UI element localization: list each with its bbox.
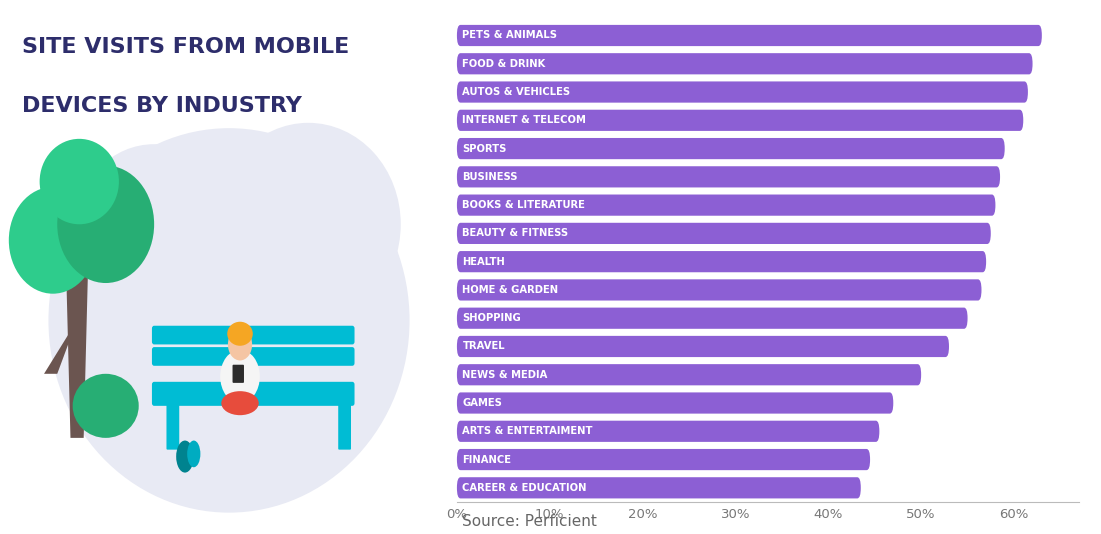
Polygon shape — [44, 320, 77, 374]
Text: HEALTH: HEALTH — [462, 257, 505, 266]
Text: BEAUTY & FITNESS: BEAUTY & FITNESS — [462, 229, 568, 238]
Text: DEVICES BY INDUSTRY: DEVICES BY INDUSTRY — [22, 96, 302, 116]
Text: FOOD & DRINK: FOOD & DRINK — [462, 59, 546, 69]
Ellipse shape — [40, 139, 119, 224]
FancyBboxPatch shape — [457, 449, 870, 470]
Text: SHOPPING: SHOPPING — [462, 313, 521, 323]
FancyBboxPatch shape — [457, 251, 986, 272]
FancyBboxPatch shape — [457, 392, 893, 414]
FancyBboxPatch shape — [457, 364, 922, 386]
FancyBboxPatch shape — [152, 347, 355, 366]
Text: BUSINESS: BUSINESS — [462, 172, 517, 182]
FancyBboxPatch shape — [457, 279, 981, 301]
Ellipse shape — [221, 391, 259, 415]
Text: TRAVEL: TRAVEL — [462, 341, 505, 351]
Text: GAMES: GAMES — [462, 398, 502, 408]
FancyBboxPatch shape — [338, 399, 351, 450]
Text: SPORTS: SPORTS — [462, 144, 506, 154]
Ellipse shape — [9, 187, 97, 294]
Ellipse shape — [48, 128, 410, 513]
Ellipse shape — [187, 441, 200, 467]
FancyBboxPatch shape — [457, 223, 991, 244]
Ellipse shape — [227, 321, 253, 346]
Text: AUTOS & VEHICLES: AUTOS & VEHICLES — [462, 87, 570, 97]
Text: SITE VISITS FROM MOBILE: SITE VISITS FROM MOBILE — [22, 37, 349, 57]
FancyBboxPatch shape — [457, 308, 968, 329]
Ellipse shape — [73, 374, 139, 438]
FancyBboxPatch shape — [457, 53, 1033, 74]
FancyBboxPatch shape — [457, 194, 995, 216]
FancyBboxPatch shape — [457, 421, 880, 442]
Text: FINANCE: FINANCE — [462, 454, 512, 465]
FancyBboxPatch shape — [457, 81, 1028, 103]
FancyBboxPatch shape — [457, 336, 949, 357]
FancyBboxPatch shape — [232, 365, 244, 383]
Text: NEWS & MEDIA: NEWS & MEDIA — [462, 370, 548, 380]
Text: CAREER & EDUCATION: CAREER & EDUCATION — [462, 483, 587, 493]
Text: INTERNET & TELECOM: INTERNET & TELECOM — [462, 115, 587, 125]
FancyBboxPatch shape — [457, 477, 861, 498]
FancyBboxPatch shape — [457, 109, 1023, 131]
FancyBboxPatch shape — [152, 382, 355, 406]
FancyBboxPatch shape — [457, 166, 1000, 187]
Ellipse shape — [57, 166, 154, 283]
Ellipse shape — [176, 441, 194, 473]
Ellipse shape — [220, 350, 260, 403]
FancyBboxPatch shape — [457, 138, 1005, 159]
Ellipse shape — [77, 144, 231, 304]
FancyBboxPatch shape — [152, 326, 355, 344]
Text: Source: Perficient: Source: Perficient — [462, 514, 598, 529]
Ellipse shape — [216, 123, 401, 326]
Text: BOOKS & LITERATURE: BOOKS & LITERATURE — [462, 200, 586, 210]
Text: HOME & GARDEN: HOME & GARDEN — [462, 285, 558, 295]
FancyBboxPatch shape — [457, 25, 1042, 46]
Ellipse shape — [228, 328, 252, 360]
Text: PETS & ANIMALS: PETS & ANIMALS — [462, 30, 557, 41]
FancyBboxPatch shape — [166, 399, 179, 450]
Polygon shape — [66, 267, 88, 438]
Text: ARTS & ENTERTAIMENT: ARTS & ENTERTAIMENT — [462, 426, 593, 436]
